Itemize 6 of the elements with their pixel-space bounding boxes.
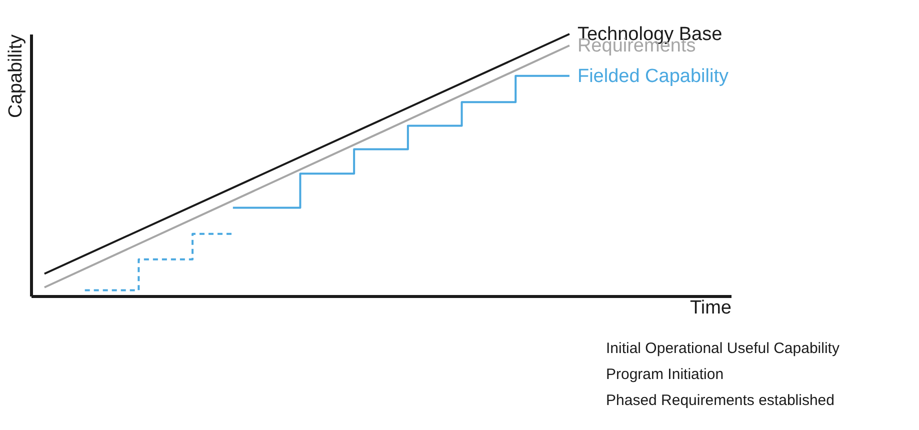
text: Program Initiation: [606, 366, 724, 383]
series-label: Fielded Capability: [577, 66, 729, 87]
text: Initial Operational Useful Capability: [606, 340, 840, 357]
x-axis-title: Time: [690, 298, 732, 318]
y-axis-title: Capability: [6, 34, 26, 118]
text: Phased Requirements established: [606, 392, 834, 409]
